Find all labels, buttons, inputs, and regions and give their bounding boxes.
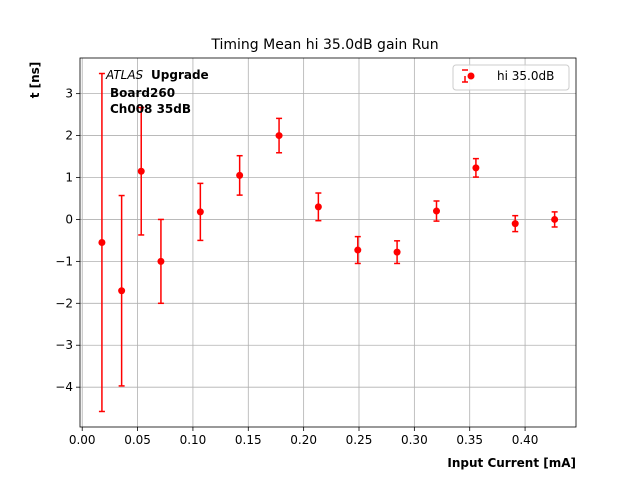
svg-text:ATLAS Upgrade: ATLAS Upgrade (105, 68, 209, 82)
point-marker (275, 132, 283, 140)
y-tick-label: 1 (65, 171, 73, 185)
x-tick-label: 0.20 (290, 433, 317, 447)
data-point (137, 106, 145, 236)
x-tick-label: 0.15 (235, 433, 262, 447)
y-tick-label: −3 (55, 338, 73, 352)
x-tick-label: 0.05 (124, 433, 151, 447)
data-point (196, 182, 204, 242)
channel-label: Ch008 35dB (110, 102, 191, 116)
y-tick-label: 0 (65, 212, 73, 226)
x-tick-label: 0.30 (401, 433, 428, 447)
atlas-annotation: ATLAS Upgrade Board260 Ch008 35dB (105, 68, 209, 116)
point-marker (472, 164, 480, 172)
point-marker (236, 171, 244, 179)
data-point (433, 200, 440, 222)
x-axis-label: Input Current [mA] (447, 456, 576, 470)
data-point (472, 157, 480, 178)
data-point (98, 72, 106, 413)
point-marker (196, 208, 204, 216)
point-marker (118, 287, 126, 295)
upgrade-label: Upgrade (151, 68, 209, 82)
y-tick-label: 2 (65, 129, 73, 143)
point-marker (354, 246, 362, 254)
x-tick-label: 0.10 (180, 433, 207, 447)
y-axis-label: t [ns] (28, 62, 42, 99)
x-tick-label: 0.35 (456, 433, 483, 447)
data-point (157, 218, 165, 305)
y-tick-label: 3 (65, 87, 73, 101)
board-label: Board260 (110, 86, 175, 100)
plot-frame (79, 57, 577, 428)
legend-label: hi 35.0dB (497, 69, 554, 83)
data-point (314, 192, 322, 222)
point-marker (98, 239, 106, 246)
x-tick-label: 0.25 (346, 433, 373, 447)
data-point (511, 214, 519, 233)
axes: 0.00 0.05 0.10 0.15 0.20 0.25 0.30 0.35 0.40 −4 −3… (55, 57, 577, 447)
y-tick-label: −1 (55, 254, 73, 268)
point-marker (157, 257, 165, 265)
point-marker (433, 207, 440, 215)
y-tick-label: −4 (55, 380, 73, 394)
chart-title: Timing Mean hi 35.0dB gain Run (210, 37, 438, 53)
atlas-label: ATLAS (105, 68, 144, 82)
point-marker (314, 203, 322, 211)
point-marker (511, 220, 519, 228)
legend-marker (467, 72, 475, 80)
data-point (551, 211, 559, 228)
data-point (354, 235, 362, 265)
data-point (393, 240, 401, 265)
x-tick-label: 0.40 (512, 433, 539, 447)
y-tick-label: −2 (55, 296, 73, 310)
data-point (118, 194, 126, 387)
point-marker (393, 248, 401, 256)
x-tick-label: 0.00 (69, 433, 96, 447)
point-marker (137, 167, 145, 175)
legend-box (452, 64, 570, 91)
legend: hi 35.0dB (452, 64, 570, 91)
data-point (275, 117, 283, 154)
data-series (98, 72, 559, 413)
data-point (236, 154, 244, 196)
point-marker (551, 215, 559, 223)
